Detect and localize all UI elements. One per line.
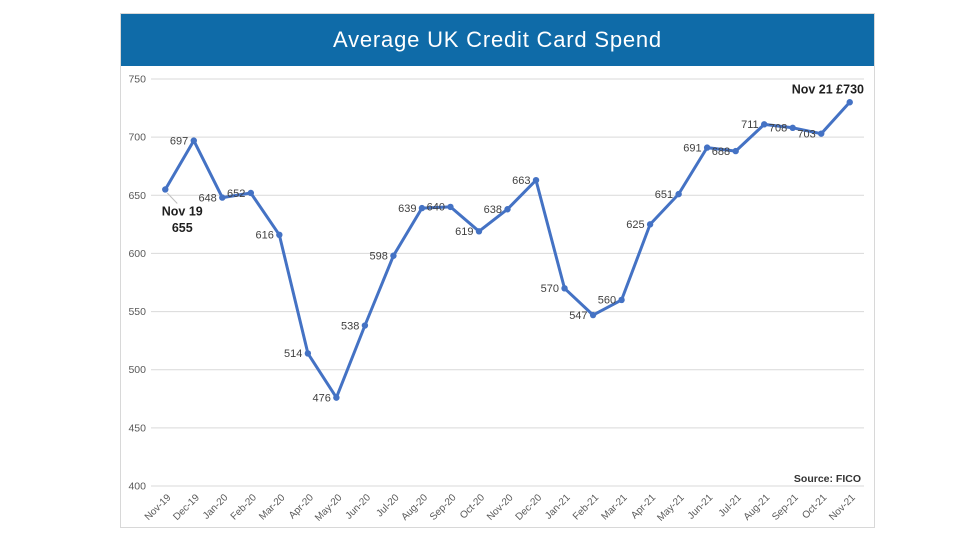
- data-label: 616: [255, 230, 273, 242]
- x-tick-label: Feb-21: [571, 492, 601, 522]
- chart-title: Average UK Credit Card Spend: [333, 27, 662, 52]
- first-point-callout: Nov 19: [162, 204, 203, 218]
- x-tick-label: Oct-20: [458, 492, 487, 521]
- data-label: 538: [341, 320, 359, 332]
- data-label: 619: [455, 226, 473, 238]
- data-point: [504, 206, 511, 213]
- data-label: 688: [712, 146, 730, 158]
- data-label: 476: [313, 392, 331, 404]
- data-point: [732, 147, 739, 155]
- data-point: [447, 203, 454, 211]
- x-tick-label: Dec-20: [514, 492, 545, 523]
- data-label: 708: [769, 123, 787, 135]
- x-tick-label: Nov-19: [143, 492, 174, 523]
- last-point-annotation: Nov 21 £730: [792, 82, 864, 96]
- x-tick-label: Aug-20: [399, 492, 430, 523]
- chart-frame: Average UK Credit Card Spend 400 450 500 55…: [120, 13, 875, 528]
- data-point: [304, 350, 312, 357]
- data-label: 570: [541, 283, 559, 295]
- y-tick-label: 600: [128, 248, 146, 260]
- data-label: 711: [741, 119, 759, 131]
- y-tick-label: 550: [128, 306, 146, 318]
- x-tick-label: Apr-21: [629, 492, 658, 521]
- data-point: [760, 121, 768, 128]
- data-point: [532, 176, 540, 184]
- data-point: [247, 189, 255, 197]
- data-point: [618, 296, 625, 304]
- data-label: 640: [427, 202, 445, 214]
- data-label: 598: [370, 251, 388, 263]
- x-tick-label: Jun-20: [344, 492, 374, 522]
- y-tick-label: 650: [128, 190, 146, 202]
- data-label: 703: [797, 128, 815, 140]
- data-point: [190, 137, 197, 144]
- y-tick-label: 500: [128, 364, 146, 376]
- data-point: [418, 204, 426, 212]
- data-point: [703, 144, 711, 151]
- x-tick-label: Aug-21: [742, 492, 773, 523]
- y-tick-label: 750: [128, 74, 146, 86]
- x-tick-label: Jul-20: [374, 492, 401, 519]
- y-tick-label: 400: [128, 481, 146, 493]
- x-tick-label: Jan-21: [543, 492, 573, 522]
- x-tick-label: Sep-21: [770, 492, 801, 523]
- x-tick-label: Mar-21: [600, 492, 630, 522]
- data-point: [475, 228, 483, 235]
- title-banner: Average UK Credit Card Spend: [121, 14, 874, 66]
- data-point: [646, 221, 654, 228]
- x-tick-label: Jan-20: [201, 492, 231, 522]
- data-point: [390, 252, 397, 259]
- x-tick-label: Jun-21: [686, 492, 716, 522]
- data-point: [219, 194, 226, 201]
- source-note: Source: FICO: [794, 473, 861, 485]
- data-point: [589, 311, 597, 319]
- data-label: 560: [598, 295, 616, 307]
- data-label: 663: [512, 175, 530, 187]
- data-label: 652: [227, 188, 245, 200]
- x-tick-label: May-20: [313, 492, 345, 524]
- y-tick-label: 700: [128, 132, 146, 144]
- data-point: [789, 124, 796, 132]
- y-tick-label: 450: [128, 422, 146, 434]
- data-label: 691: [683, 142, 701, 154]
- data-label: 625: [626, 219, 644, 231]
- callout-leader-line: [166, 192, 178, 204]
- data-label: 639: [398, 203, 416, 215]
- x-tick-label: Nov-20: [485, 492, 516, 523]
- x-tick-label: Feb-20: [229, 492, 259, 522]
- x-tick-label: Sep-20: [428, 492, 459, 523]
- x-tick-label: Oct-21: [800, 492, 829, 521]
- data-point: [675, 190, 682, 198]
- data-point: [361, 322, 369, 329]
- data-label: 638: [484, 204, 502, 216]
- x-tick-label: Apr-20: [287, 492, 316, 521]
- data-label: 651: [655, 189, 673, 201]
- data-point: [561, 285, 568, 292]
- x-tick-label: May-21: [655, 492, 687, 524]
- x-tick-label: Mar-20: [257, 492, 287, 522]
- data-line: [163, 100, 852, 400]
- data-label: 648: [198, 192, 216, 204]
- x-tick-label: Nov-21: [827, 492, 858, 523]
- data-point: [818, 130, 825, 137]
- data-label: 697: [170, 135, 188, 147]
- data-point: [333, 394, 340, 401]
- data-point: [162, 186, 169, 193]
- x-tick-label: Dec-19: [171, 492, 202, 523]
- first-point-callout: 655: [172, 221, 193, 235]
- data-point: [276, 231, 283, 239]
- data-label: 547: [569, 310, 587, 322]
- data-label: 514: [284, 348, 302, 360]
- data-point: [846, 99, 853, 106]
- x-tick-label: Jul-21: [717, 492, 744, 519]
